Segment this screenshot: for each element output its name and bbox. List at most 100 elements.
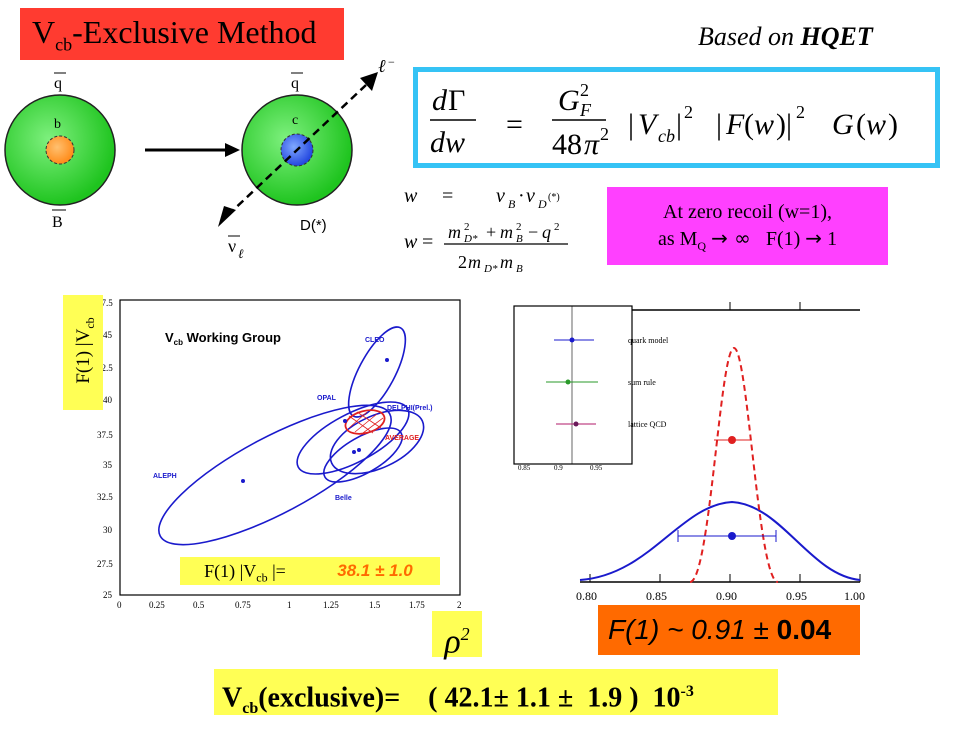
f1-result-box: F(1) ~ 0.91 ± 0.04	[598, 605, 860, 655]
xtick: 0.85	[646, 589, 667, 603]
b-label: b	[54, 117, 61, 132]
svg-text:F: F	[579, 100, 592, 120]
svg-text:V: V	[638, 108, 660, 141]
ytick: 30	[103, 525, 113, 535]
svg-text:m: m	[448, 222, 461, 242]
inset-xtick: 0.9	[554, 464, 563, 472]
inset-label: sum rule	[628, 378, 656, 387]
svg-text:(: (	[744, 108, 754, 141]
bbar-label: B	[52, 214, 63, 231]
decay-diagram: b q B c q D(*) ℓ − ν ℓ	[4, 60, 395, 261]
svg-text:B: B	[516, 263, 523, 275]
ytick: 27.5	[97, 559, 113, 569]
svg-text:2: 2	[458, 252, 467, 272]
svg-text:B: B	[516, 233, 523, 245]
inset-xtick: 0.85	[518, 464, 531, 472]
svg-text:d: d	[432, 84, 448, 117]
rho-squared-label: ρ2	[432, 611, 482, 660]
svg-text:v: v	[496, 185, 505, 207]
lepton-arrow	[360, 72, 378, 91]
svg-text:dw: dw	[430, 126, 465, 159]
neutrino-label: ν	[228, 236, 236, 256]
svg-text:G: G	[558, 84, 580, 117]
page-title: Vcb-Exclusive Method	[32, 14, 317, 55]
svg-text:w: w	[404, 185, 418, 207]
xtick: 0.25	[149, 600, 165, 610]
xtick: 1.5	[369, 600, 381, 610]
ylabel-box	[63, 295, 103, 410]
svg-text:m: m	[500, 252, 513, 272]
svg-text:Γ: Γ	[448, 84, 465, 117]
svg-text:D*: D*	[483, 263, 498, 275]
svg-text:w: w	[404, 231, 418, 253]
svg-text:=: =	[422, 231, 433, 253]
svg-text:2: 2	[796, 102, 805, 122]
svg-text:2: 2	[684, 102, 693, 122]
ytick: 35	[103, 460, 113, 470]
b-quark	[45, 135, 75, 165]
ytick: 40	[103, 395, 113, 405]
belle-ellipse	[323, 427, 403, 483]
aleph-ellipse	[158, 404, 392, 546]
ytick: 25	[103, 590, 113, 600]
svg-text:G: G	[832, 108, 854, 141]
recoil-line2: as MQ → ∞ F(1) → 1	[657, 226, 838, 253]
svg-text:=: =	[506, 108, 523, 141]
xtick: 0.5	[193, 600, 205, 610]
xtick: 2	[457, 600, 462, 610]
belle-label: Belle	[335, 495, 352, 502]
qbar-left: q	[54, 75, 62, 92]
svg-text:w: w	[866, 108, 886, 141]
ytick: 32.5	[97, 492, 113, 502]
xtick: 1.00	[844, 589, 865, 603]
zero-recoil-box: At zero recoil (w=1), as MQ → ∞ F(1) → 1	[607, 187, 888, 265]
inset-label: quark model	[628, 336, 669, 345]
xtick: 1	[287, 600, 292, 610]
svg-text:·: ·	[518, 185, 525, 207]
svg-text:D*: D*	[463, 233, 478, 245]
svg-text:48: 48	[552, 128, 582, 161]
c-label: c	[292, 113, 298, 128]
ytick: 37.5	[97, 430, 113, 440]
svg-text:|: |	[628, 108, 634, 141]
svg-text:F: F	[725, 108, 745, 141]
xtick: 0	[117, 600, 122, 610]
w-formula: w = v B · v D (*) w = m D*2 + m B2 − q 2 2 m D* m B	[404, 185, 568, 275]
f1-vcb-value: 38.1 ± 1.0	[310, 557, 440, 585]
hqet-label: Based on HQET	[698, 22, 873, 51]
neutrino-arrow	[218, 206, 236, 227]
recoil-line1: At zero recoil (w=1),	[663, 201, 832, 223]
xtick: 0.75	[235, 600, 251, 610]
average-ellipse	[344, 409, 386, 435]
result-point	[728, 532, 736, 540]
title-box	[20, 8, 344, 60]
xtick: 1.25	[323, 600, 339, 610]
svg-text:cb: cb	[658, 126, 675, 146]
dstar-label: D(*)	[300, 217, 327, 234]
svg-text:π: π	[584, 128, 600, 161]
svg-text:|: |	[716, 108, 722, 141]
svg-text:2: 2	[554, 221, 560, 233]
svg-text:q: q	[542, 222, 551, 242]
f1-vcb-label: F(1) |Vcb |=	[180, 557, 310, 585]
svg-text:(: (	[856, 108, 866, 141]
svg-text:2: 2	[580, 80, 589, 100]
ytick: 47.5	[97, 298, 113, 308]
lattice-curve	[689, 346, 779, 583]
average-label: AVERAGE	[385, 435, 419, 442]
svg-text:2: 2	[600, 124, 609, 144]
aleph-label: ALEPH	[153, 473, 177, 480]
qbar-right: q	[291, 75, 299, 92]
svg-text:(*): (*)	[548, 192, 560, 203]
xtick: 0.80	[576, 589, 597, 603]
svg-text:=: =	[442, 185, 453, 207]
ytick: 45	[103, 330, 113, 340]
xtick: 0.95	[786, 589, 807, 603]
svg-text:D: D	[537, 197, 547, 211]
cleo-label: CLEO	[365, 337, 385, 344]
opal-label: OPAL	[317, 395, 337, 402]
delphi-label: DELPHI(Prel.)	[387, 405, 433, 412]
svg-text:): )	[888, 108, 898, 141]
